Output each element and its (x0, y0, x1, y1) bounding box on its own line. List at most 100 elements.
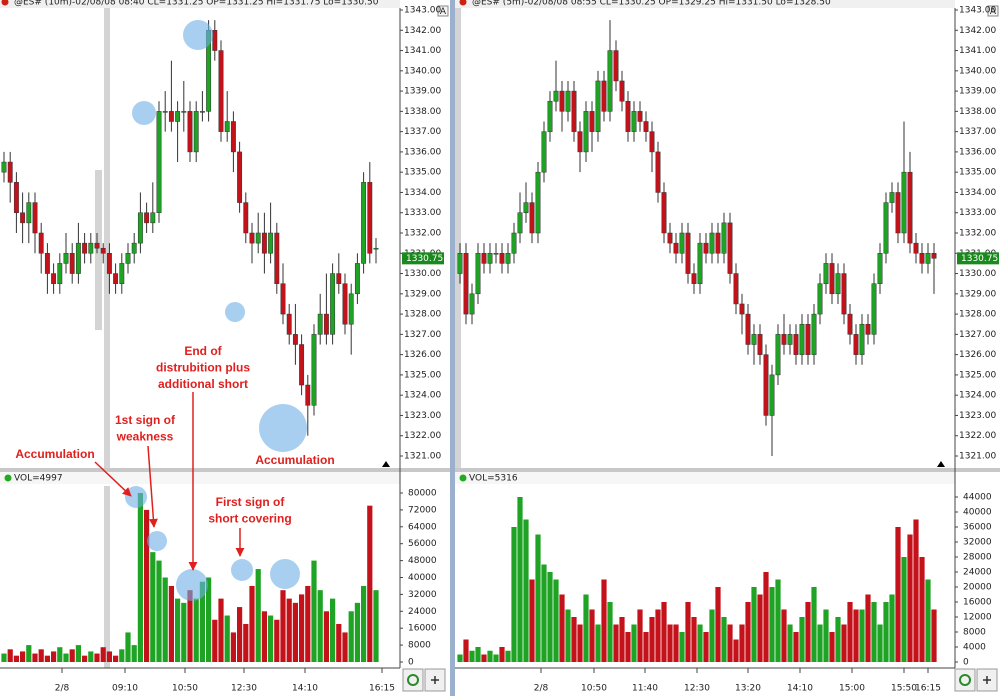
candle-body (619, 80, 625, 102)
y-tick-label: 1323.00 (959, 411, 996, 421)
y-tick-label: 1333.00 (404, 208, 441, 218)
volume-bar (883, 602, 889, 662)
volume-header: VOL=5316 (469, 474, 518, 484)
plus-icon (983, 676, 991, 684)
candle-body (751, 334, 757, 345)
status-icon (459, 474, 467, 482)
y-tick-label: 40000 (408, 573, 437, 583)
candle-body (853, 334, 859, 355)
candle-body (243, 202, 249, 234)
candle-body (38, 232, 44, 254)
candle-body (26, 202, 32, 224)
candle-body (156, 111, 162, 213)
volume-bar (125, 632, 131, 662)
highlight-circle (132, 101, 156, 125)
candle-body (565, 90, 571, 112)
volume-bar (38, 649, 44, 662)
candle-body (342, 283, 348, 325)
highlight-circle (176, 569, 208, 601)
y-tick-label: 28000 (963, 553, 992, 563)
y-tick-label: 1326.00 (959, 350, 996, 360)
volume-bar (745, 602, 751, 662)
annotation: short covering (208, 512, 291, 526)
highlight-circle (125, 486, 147, 508)
candle-body (51, 273, 57, 284)
annotation-arrow (94, 461, 132, 497)
volume-bar (775, 579, 781, 662)
volume-bar (529, 579, 535, 662)
y-tick-label: 8000 (963, 628, 986, 638)
volume-bar (187, 590, 193, 662)
volume-bar (292, 602, 298, 662)
volume-bar (625, 632, 631, 662)
refresh-button (954, 668, 976, 692)
volume-bar (679, 632, 685, 662)
candle-body (32, 202, 38, 234)
candle-body (727, 222, 733, 274)
volume-bar (685, 602, 691, 662)
volume-bar (499, 647, 505, 662)
candle-body (511, 232, 517, 254)
volume-bar (481, 654, 487, 662)
y-tick-label: 40000 (963, 508, 992, 518)
volume-bar (156, 560, 162, 662)
x-tick-label: 2/8 (55, 684, 70, 694)
volume-bar (13, 655, 19, 662)
x-tick-label: 13:20 (735, 684, 761, 694)
y-tick-label: 1328.00 (404, 310, 441, 320)
panel-divider (455, 468, 1000, 472)
candle-body (274, 232, 280, 284)
candle-body (193, 111, 199, 153)
chart-header: @ES# (5m)-02/08/08 08:55 CL=1330.25 OP=1… (472, 0, 831, 8)
candle-body (230, 121, 236, 153)
volume-bar (88, 651, 94, 662)
candle-body (187, 111, 193, 153)
highlight-circle (231, 559, 253, 581)
candle-body (907, 171, 913, 244)
refresh-button (402, 668, 424, 692)
volume-bar (57, 647, 63, 662)
candle-body (286, 313, 292, 335)
candle-body (649, 131, 655, 153)
candle-body (799, 323, 805, 355)
candle-body (168, 111, 174, 122)
candle-body (721, 222, 727, 254)
candle-body (113, 273, 119, 284)
annotation: 1st sign of (115, 413, 176, 427)
highlight-circle (270, 559, 300, 589)
highlight-circle (259, 404, 307, 452)
volume-bar (274, 619, 280, 662)
volume-bar (859, 609, 865, 662)
y-tick-label: 12000 (963, 613, 992, 623)
candle-body (336, 273, 342, 284)
scale-button-label: A (440, 7, 447, 17)
candle-body (559, 90, 565, 112)
candle-body (292, 334, 298, 345)
volume-bar (299, 594, 305, 662)
annotation: Accumulation (15, 447, 94, 461)
candle-body (757, 334, 763, 355)
candle-body (793, 334, 799, 355)
y-tick-label: 1342.00 (404, 26, 441, 36)
candle-body (931, 253, 937, 259)
volume-bar (361, 585, 367, 662)
candle-body (199, 111, 205, 113)
y-tick-label: 1343.00 (959, 6, 996, 16)
volume-bar (218, 598, 224, 662)
candle-body (535, 171, 541, 234)
y-tick-label: 1340.00 (404, 66, 441, 76)
volume-bar (547, 572, 553, 662)
volume-bar (601, 579, 607, 662)
annotation-arrow (147, 445, 158, 528)
candle-body (487, 253, 493, 264)
volume-bar (847, 602, 853, 662)
volume-bar (113, 655, 119, 662)
candle-body (280, 283, 286, 315)
candle-body (69, 253, 75, 274)
volume-bar (206, 577, 212, 662)
annotation: Accumulation (255, 453, 334, 467)
candle-body (703, 242, 709, 254)
volume-bar (535, 534, 541, 662)
